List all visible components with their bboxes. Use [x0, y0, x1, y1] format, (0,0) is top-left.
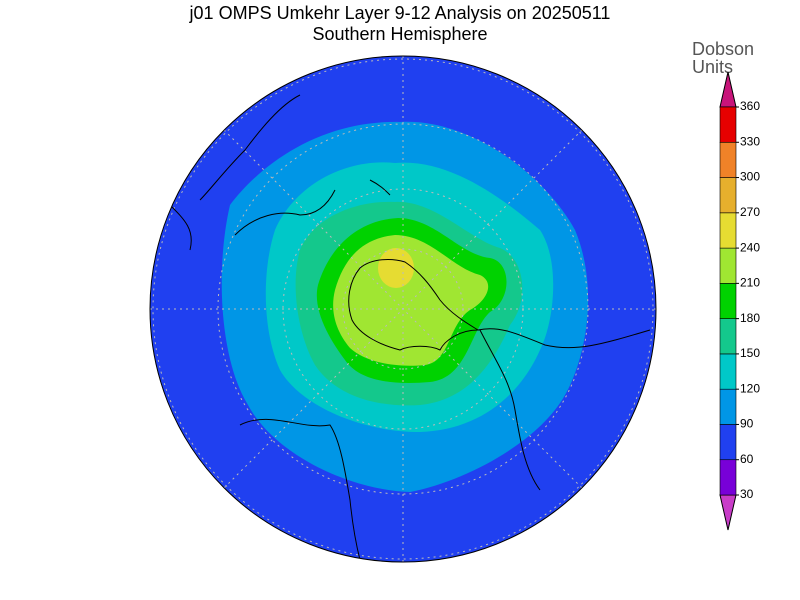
colorbar-tick-label: 330: [740, 134, 760, 148]
colorbar-tick-label: 270: [740, 205, 760, 219]
colorbar-segment: [719, 106, 737, 143]
colorbar-tick-label: 30: [740, 487, 754, 501]
legend-title: Dobson: [692, 39, 754, 59]
colorbar-segment: [719, 177, 737, 214]
colorbar-extension: [719, 494, 737, 531]
colorbar-tick-label: 300: [740, 170, 760, 184]
meridian: [150, 56, 656, 562]
coastline: [477, 328, 651, 491]
colorbar-segment: [719, 318, 737, 355]
colorbar-tick-label: 60: [740, 452, 754, 466]
colorbar-extension: [719, 71, 737, 108]
colorbar-tick-label: 150: [740, 346, 760, 360]
coastline: [199, 94, 391, 236]
colorbar-tick-label: 120: [740, 381, 760, 395]
coastline: [169, 204, 361, 561]
colorbar-segment: [719, 388, 737, 425]
map-border: [149, 55, 657, 563]
contour-fill: [378, 248, 414, 288]
legend-title: Units: [692, 57, 733, 77]
colorbar-tick-label: 210: [740, 276, 760, 290]
colorbar-segment: [719, 459, 737, 496]
coastline: [348, 259, 480, 351]
subtitle: Southern Hemisphere: [312, 24, 487, 44]
colorbar-segment: [719, 424, 737, 461]
colorbar-segment: [719, 212, 737, 249]
colorbar-segment: [719, 283, 737, 319]
colorbar-segment: [719, 141, 737, 178]
ozone-field: [150, 56, 656, 562]
latitude-circle: [152, 58, 654, 560]
colorbar-tick-label: 180: [740, 311, 760, 325]
contour-fill: [333, 235, 489, 366]
colorbar-tick-label: 360: [740, 99, 760, 113]
colorbar: 30 60 90 120 150 180 210 240 270 300 330 360: [719, 71, 760, 531]
colorbar-segment: [719, 353, 737, 390]
colorbar-tick-label: 240: [740, 240, 760, 254]
colorbar-tick-label: 90: [740, 417, 754, 431]
colorbar-segment: [719, 247, 737, 284]
title: j01 OMPS Umkehr Layer 9-12 Analysis on 2…: [189, 3, 611, 23]
